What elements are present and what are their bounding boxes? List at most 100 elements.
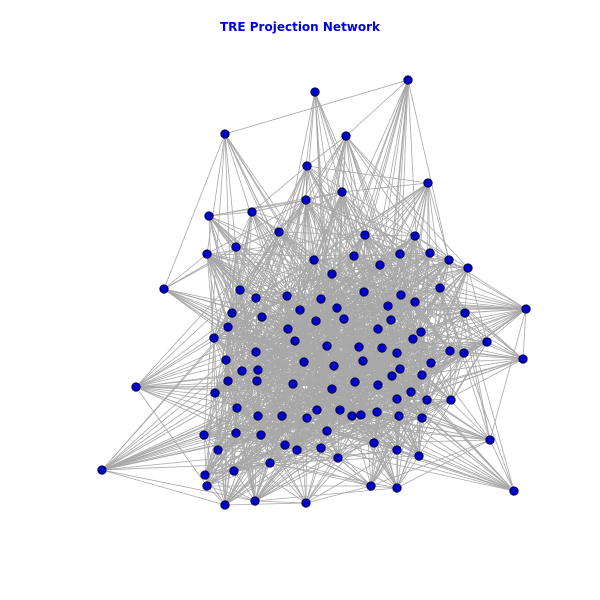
network-edge xyxy=(341,191,355,257)
network-edge xyxy=(315,264,381,322)
network-edge xyxy=(305,199,366,236)
network-edge xyxy=(399,253,469,269)
network-edge xyxy=(256,368,401,382)
network-edge xyxy=(206,337,215,487)
network-edge xyxy=(261,259,315,318)
network-edge xyxy=(224,79,409,135)
network-node xyxy=(277,411,287,421)
network-edge xyxy=(251,199,307,213)
network-edge xyxy=(450,352,465,401)
network-edge xyxy=(227,380,235,472)
network-edge xyxy=(336,307,379,330)
network-edge xyxy=(206,199,307,255)
network-edge xyxy=(269,462,372,487)
network-node xyxy=(387,371,397,381)
network-edge xyxy=(467,267,488,343)
network-edge xyxy=(203,414,362,436)
network-node xyxy=(301,498,311,508)
network-node xyxy=(310,87,320,97)
network-node xyxy=(253,365,263,375)
network-node xyxy=(292,445,302,455)
network-node xyxy=(445,346,455,356)
network-edge xyxy=(358,338,414,348)
network-edge xyxy=(396,455,420,489)
network-edge xyxy=(206,253,215,339)
network-edge xyxy=(331,358,524,390)
network-edge xyxy=(257,360,364,371)
network-edge xyxy=(391,362,432,377)
network-edge xyxy=(370,399,428,487)
network-edge xyxy=(206,470,235,487)
network-edge xyxy=(320,447,515,492)
network-edge xyxy=(414,235,450,261)
network-edge xyxy=(412,338,451,352)
network-edge xyxy=(400,294,451,352)
network-edge xyxy=(306,165,416,237)
network-edge xyxy=(439,287,515,492)
network-edge xyxy=(399,252,431,255)
network-edge xyxy=(208,215,216,394)
network-node xyxy=(395,249,405,259)
network-node xyxy=(335,405,345,415)
network-edge xyxy=(305,199,333,275)
network-edge xyxy=(421,417,491,441)
network-edge xyxy=(101,434,205,471)
network-node xyxy=(253,411,263,421)
network-edge xyxy=(345,135,469,269)
network-edge xyxy=(255,295,288,299)
network-edge xyxy=(239,259,315,291)
network-edge xyxy=(203,415,283,436)
network-node xyxy=(202,481,212,491)
network-edge xyxy=(233,442,375,472)
network-node xyxy=(375,260,385,270)
network-node xyxy=(366,481,376,491)
network-edge xyxy=(213,337,524,360)
network-edge xyxy=(225,351,257,361)
network-edge xyxy=(331,384,379,390)
network-edge xyxy=(213,211,253,339)
network-edge xyxy=(286,264,381,297)
network-edge xyxy=(362,360,393,377)
network-edge xyxy=(206,253,355,257)
network-node xyxy=(200,470,210,480)
network-node xyxy=(223,376,233,386)
network-edge xyxy=(351,415,420,457)
network-edge xyxy=(254,487,398,502)
network-edge xyxy=(414,235,469,269)
network-edge xyxy=(341,191,401,255)
network-edge xyxy=(336,307,527,310)
network-edge xyxy=(217,409,341,451)
network-edge xyxy=(313,259,441,289)
network-edge xyxy=(399,312,466,370)
network-edge xyxy=(231,235,416,314)
network-node xyxy=(349,251,359,261)
network-edge xyxy=(278,231,288,297)
network-node xyxy=(509,486,519,496)
network-edge xyxy=(486,308,527,343)
network-node xyxy=(232,403,242,413)
network-edge xyxy=(256,360,364,382)
network-edge xyxy=(214,359,227,394)
network-node xyxy=(213,445,223,455)
network-node xyxy=(333,453,343,463)
network-edge xyxy=(227,319,392,328)
network-node xyxy=(358,356,368,366)
network-edge xyxy=(320,291,365,300)
network-node xyxy=(97,465,107,475)
network-node xyxy=(360,230,370,240)
network-edge xyxy=(336,264,381,309)
network-edge xyxy=(206,462,271,487)
network-edge xyxy=(135,384,379,388)
network-edge xyxy=(224,462,271,506)
network-edge xyxy=(316,409,515,492)
network-edge xyxy=(345,135,402,296)
network-node xyxy=(423,178,433,188)
network-edge xyxy=(336,307,392,321)
network-node xyxy=(202,249,212,259)
network-node xyxy=(332,303,342,313)
network-edge xyxy=(208,211,253,217)
network-node xyxy=(392,348,402,358)
network-edge xyxy=(203,407,238,436)
network-edge xyxy=(341,182,429,193)
